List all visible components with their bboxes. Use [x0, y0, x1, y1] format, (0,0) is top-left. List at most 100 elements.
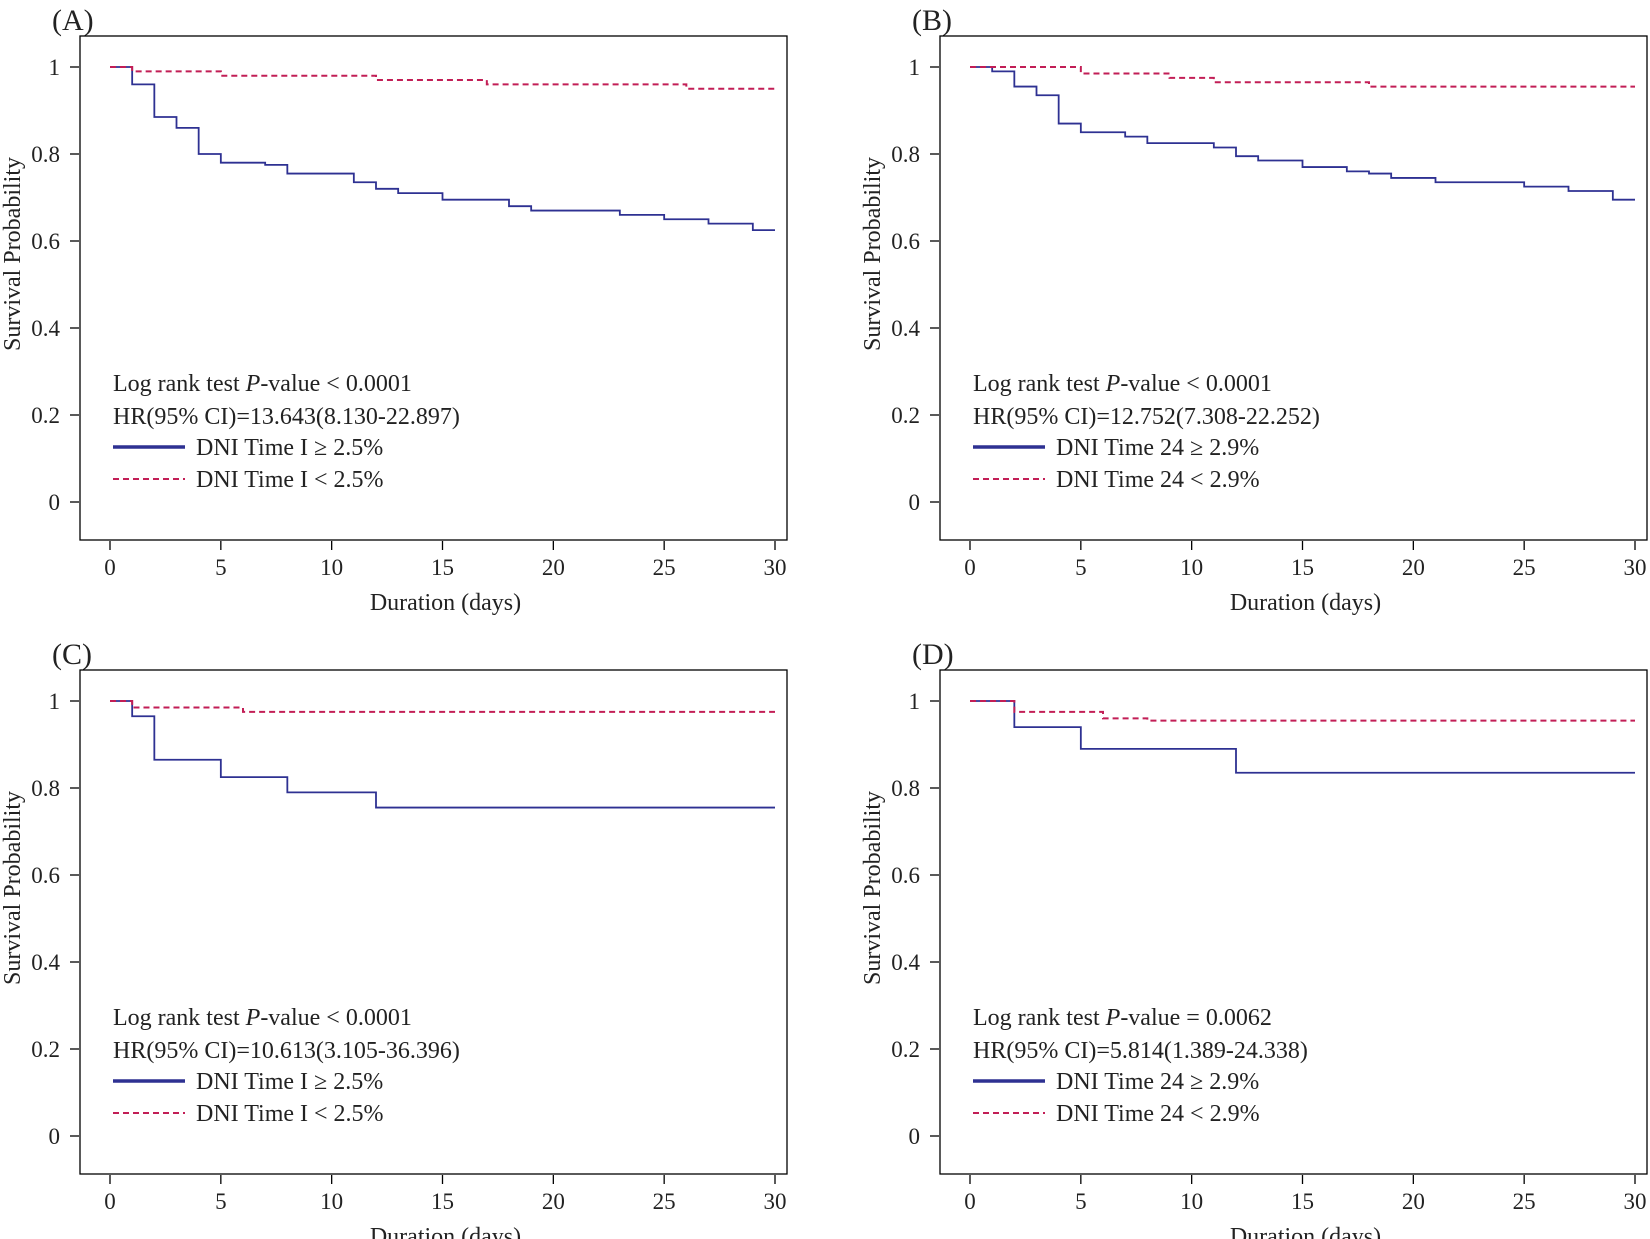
log-rank-test-part: -value = 0.0062 — [1120, 1005, 1272, 1031]
panel-label: (C) — [52, 638, 92, 671]
log-rank-test-part: Log rank test — [113, 371, 246, 397]
x-tick-label: 10 — [1180, 1189, 1203, 1214]
y-tick-label: 1 — [49, 55, 61, 80]
x-tick-label: 15 — [1291, 1189, 1314, 1214]
x-tick-label: 20 — [1402, 1189, 1425, 1214]
series-line-low-dni — [110, 700, 775, 713]
legend-label: DNI Time I < 2.5% — [196, 467, 384, 493]
y-tick-label: 0 — [909, 1124, 921, 1149]
x-tick-label: 5 — [215, 1189, 227, 1214]
y-tick-label: 0.4 — [31, 316, 60, 341]
series-line-low-dni — [970, 700, 1635, 722]
y-tick-label: 0.4 — [891, 950, 920, 975]
series-line-low-dni — [970, 66, 1635, 88]
x-tick-label: 10 — [320, 555, 343, 580]
legend-label: DNI Time I ≥ 2.5% — [196, 1069, 383, 1095]
series-line-high-dni — [970, 66, 1635, 201]
x-tick-label: 0 — [104, 555, 116, 580]
y-tick-label: 1 — [49, 689, 61, 714]
series-line-low-dni — [110, 66, 775, 90]
series-line-high-dni — [110, 66, 775, 232]
x-tick-label: 10 — [320, 1189, 343, 1214]
x-tick-label: 30 — [1624, 555, 1647, 580]
x-tick-label: 0 — [964, 555, 976, 580]
y-tick-label: 0.2 — [31, 403, 60, 428]
x-tick-label: 10 — [1180, 555, 1203, 580]
y-tick-label: 0.8 — [891, 776, 920, 801]
log-rank-test-part: P — [245, 1005, 261, 1031]
x-tick-label: 0 — [104, 1189, 116, 1214]
x-tick-label: 15 — [431, 555, 454, 580]
log-rank-test-part: -value < 0.0001 — [260, 371, 412, 397]
log-rank-test-part: P — [1105, 371, 1121, 397]
x-tick-label: 0 — [964, 1189, 976, 1214]
plot-frame — [939, 669, 1648, 1175]
panel-label: (A) — [52, 4, 94, 37]
x-tick-label: 5 — [215, 555, 227, 580]
x-axis-title: Duration (days) — [370, 1224, 521, 1239]
log-rank-test-text: Log rank test P-value = 0.0062 — [973, 1005, 1272, 1031]
y-tick-label: 0.6 — [31, 229, 60, 254]
hazard-ratio-text: HR(95% CI)=5.814(1.389-24.338) — [973, 1038, 1308, 1064]
log-rank-test-text: Log rank test P-value < 0.0001 — [113, 371, 412, 397]
x-axis-title: Duration (days) — [1230, 590, 1381, 616]
y-tick-label: 0 — [49, 1124, 61, 1149]
x-tick-label: 25 — [653, 555, 676, 580]
legend-label: DNI Time 24 ≥ 2.9% — [1056, 1069, 1259, 1095]
y-tick-label: 0 — [909, 490, 921, 515]
legend-label: DNI Time I ≥ 2.5% — [196, 435, 383, 461]
hazard-ratio-text: HR(95% CI)=12.752(7.308-22.252) — [973, 404, 1320, 430]
y-axis-title: Survival Probability — [860, 791, 886, 985]
log-rank-test-text: Log rank test P-value < 0.0001 — [113, 1005, 412, 1031]
y-tick-label: 1 — [909, 689, 921, 714]
y-tick-label: 0.4 — [891, 316, 920, 341]
x-tick-label: 5 — [1075, 555, 1087, 580]
log-rank-test-part: -value < 0.0001 — [1120, 371, 1272, 397]
y-tick-label: 1 — [909, 55, 921, 80]
x-tick-label: 20 — [542, 1189, 565, 1214]
x-tick-label: 20 — [1402, 555, 1425, 580]
x-tick-label: 30 — [764, 1189, 787, 1214]
y-axis-title: Survival Probability — [860, 157, 886, 351]
panel-label: (B) — [912, 4, 952, 37]
y-axis-title: Survival Probability — [0, 157, 26, 351]
y-axis-title: Survival Probability — [0, 791, 26, 985]
y-tick-label: 0.6 — [31, 863, 60, 888]
x-tick-label: 30 — [1624, 1189, 1647, 1214]
x-axis-title: Duration (days) — [370, 590, 521, 616]
hazard-ratio-text: HR(95% CI)=13.643(8.130-22.897) — [113, 404, 460, 430]
log-rank-test-part: Log rank test — [973, 1005, 1106, 1031]
y-tick-label: 0.8 — [31, 776, 60, 801]
x-tick-label: 5 — [1075, 1189, 1087, 1214]
y-tick-label: 0 — [49, 490, 61, 515]
y-tick-label: 0.2 — [891, 403, 920, 428]
y-tick-label: 0.6 — [891, 863, 920, 888]
x-axis-title: Duration (days) — [1230, 1224, 1381, 1239]
legend-label: DNI Time I < 2.5% — [196, 1101, 384, 1127]
y-tick-label: 0.6 — [891, 229, 920, 254]
x-tick-label: 20 — [542, 555, 565, 580]
plot-frame — [79, 35, 788, 541]
legend-label: DNI Time 24 < 2.9% — [1056, 467, 1260, 493]
y-tick-label: 0.8 — [891, 142, 920, 167]
hazard-ratio-text: HR(95% CI)=10.613(3.105-36.396) — [113, 1038, 460, 1064]
y-tick-label: 0.2 — [891, 1037, 920, 1062]
y-tick-label: 0.2 — [31, 1037, 60, 1062]
series-line-high-dni — [110, 700, 775, 809]
plot-frame — [939, 35, 1648, 541]
log-rank-test-part: -value < 0.0001 — [260, 1005, 412, 1031]
x-tick-label: 15 — [1291, 555, 1314, 580]
panel-label: (D) — [912, 638, 954, 671]
log-rank-test-part: P — [1105, 1005, 1121, 1031]
legend-label: DNI Time 24 < 2.9% — [1056, 1101, 1260, 1127]
y-tick-label: 0.8 — [31, 142, 60, 167]
log-rank-test-part: P — [245, 371, 261, 397]
x-tick-label: 25 — [653, 1189, 676, 1214]
log-rank-test-text: Log rank test P-value < 0.0001 — [973, 371, 1272, 397]
legend-label: DNI Time 24 ≥ 2.9% — [1056, 435, 1259, 461]
